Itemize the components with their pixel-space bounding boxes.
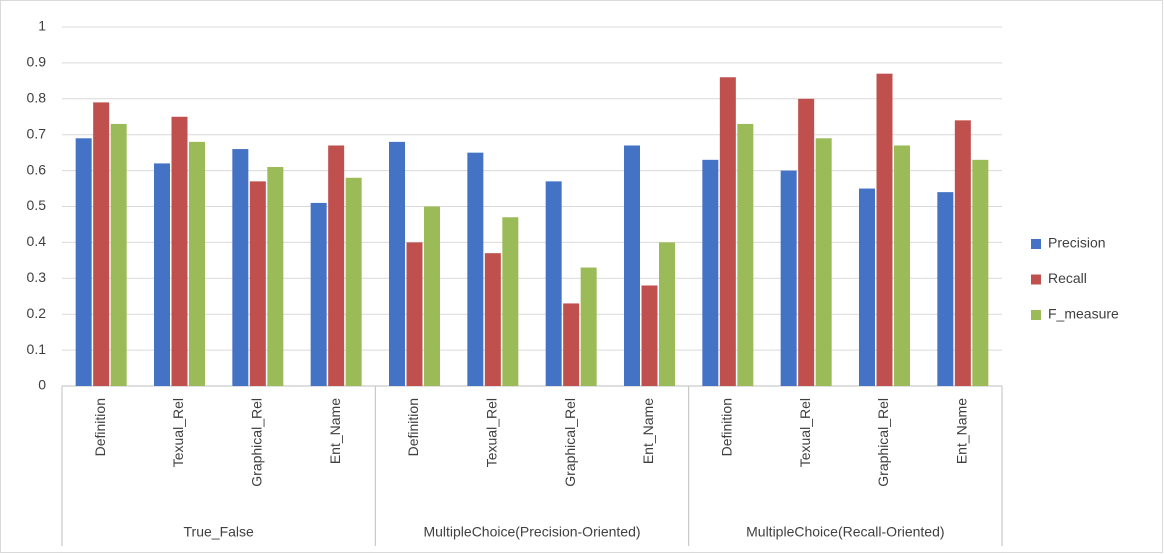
bar: [75, 138, 92, 386]
legend-swatch: [1031, 239, 1041, 249]
bar: [563, 303, 580, 386]
y-tick-label: 0.8: [27, 90, 47, 106]
bar: [502, 217, 519, 386]
legend-swatch: [1031, 310, 1041, 320]
bar: [545, 181, 562, 386]
x-tick-label: Definition: [405, 398, 421, 456]
y-tick-label: 0.6: [27, 161, 47, 177]
legend-label: Precision: [1048, 235, 1106, 251]
bar: [972, 159, 989, 386]
y-tick-label: 1: [38, 18, 46, 34]
bar: [189, 141, 205, 386]
x-tick-label: Graphical_Rel: [249, 398, 265, 487]
bar: [659, 242, 675, 386]
bar: [954, 120, 971, 386]
group-label: True_False: [184, 524, 255, 540]
x-tick-label: Graphical_Rel: [875, 398, 891, 487]
bar: [310, 202, 327, 386]
bar: [249, 181, 266, 386]
bar: [93, 102, 110, 386]
bar: [154, 163, 170, 386]
bar: [859, 188, 875, 386]
legend-label: F_measure: [1048, 306, 1119, 322]
bar: [780, 170, 797, 386]
x-tick-label: Texual_Rel: [170, 398, 186, 467]
x-tick-label: Definition: [92, 398, 108, 456]
bar: [702, 159, 719, 386]
y-tick-label: 0.1: [27, 341, 47, 357]
bar: [719, 77, 736, 386]
y-tick-label: 0.7: [27, 125, 47, 141]
group-label: MultipleChoice(Precision-Oriented): [423, 524, 640, 540]
bar: [110, 123, 127, 387]
bar: [171, 116, 188, 386]
bar: [798, 98, 815, 387]
bar: [737, 123, 754, 387]
bar: [406, 242, 423, 386]
x-tick-label: Definition: [719, 398, 735, 456]
bar: [937, 192, 954, 386]
bar: [232, 149, 249, 386]
bar: [345, 177, 362, 386]
x-tick-label: Ent_Name: [640, 398, 656, 464]
y-tick-label: 0.2: [27, 305, 47, 321]
bar: [624, 145, 640, 386]
group-label: MultipleChoice(Recall-Oriented): [746, 524, 944, 540]
bar: [894, 145, 910, 386]
x-tick-label: Ent_Name: [327, 398, 343, 464]
y-tick-label: 0.4: [27, 233, 47, 249]
bar: [876, 73, 893, 387]
x-tick-label: Graphical_Rel: [562, 398, 578, 487]
bar: [389, 141, 405, 386]
bar: [484, 253, 501, 386]
x-tick-label: Texual_Rel: [797, 398, 813, 467]
legend-label: Recall: [1048, 270, 1087, 286]
bar: [424, 206, 440, 386]
y-tick-label: 0.9: [27, 54, 47, 70]
y-tick-label: 0.3: [27, 269, 47, 285]
legend-swatch: [1031, 274, 1041, 285]
bar: [467, 152, 484, 386]
x-tick-label: Ent_Name: [954, 398, 970, 464]
y-tick-label: 0.5: [27, 197, 47, 213]
bar: [267, 167, 284, 386]
y-tick-label: 0: [38, 377, 46, 393]
bar: [641, 285, 658, 386]
bar: [580, 267, 597, 386]
x-tick-label: Texual_Rel: [484, 398, 500, 467]
bar: [815, 138, 832, 386]
bar: [328, 145, 345, 386]
